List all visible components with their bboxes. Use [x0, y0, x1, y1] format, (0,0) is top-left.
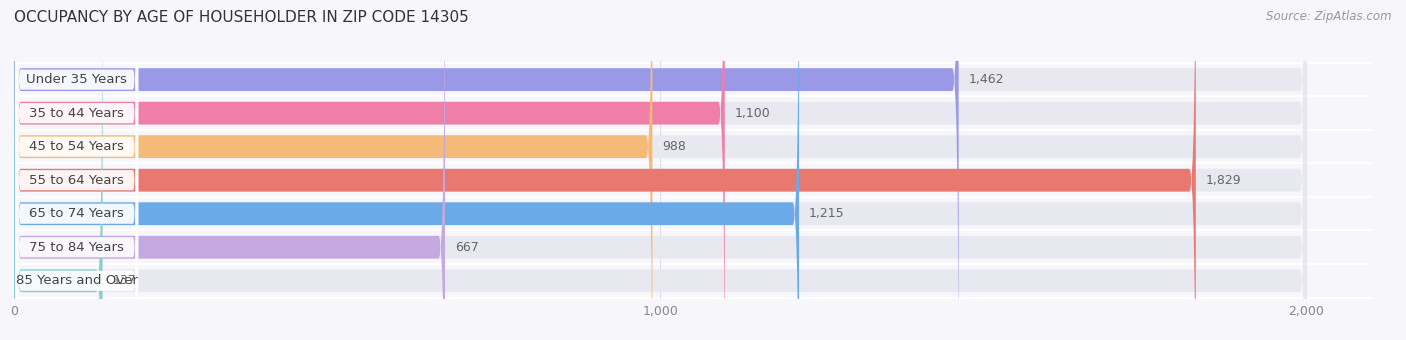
FancyBboxPatch shape	[14, 0, 1306, 340]
FancyBboxPatch shape	[15, 0, 138, 340]
Text: 1,215: 1,215	[808, 207, 845, 220]
Text: 667: 667	[454, 241, 478, 254]
FancyBboxPatch shape	[15, 0, 138, 338]
Text: 1,462: 1,462	[969, 73, 1004, 86]
FancyBboxPatch shape	[14, 0, 724, 340]
FancyBboxPatch shape	[14, 0, 799, 340]
Text: 65 to 74 Years: 65 to 74 Years	[30, 207, 124, 220]
Text: 1,100: 1,100	[734, 107, 770, 120]
FancyBboxPatch shape	[15, 0, 138, 340]
FancyBboxPatch shape	[14, 0, 959, 340]
FancyBboxPatch shape	[14, 0, 1306, 340]
FancyBboxPatch shape	[14, 0, 1306, 340]
FancyBboxPatch shape	[14, 0, 1306, 340]
FancyBboxPatch shape	[14, 0, 1306, 340]
Text: 137: 137	[112, 274, 136, 287]
FancyBboxPatch shape	[14, 0, 1195, 340]
Text: 75 to 84 Years: 75 to 84 Years	[30, 241, 124, 254]
Text: 55 to 64 Years: 55 to 64 Years	[30, 174, 124, 187]
Text: OCCUPANCY BY AGE OF HOUSEHOLDER IN ZIP CODE 14305: OCCUPANCY BY AGE OF HOUSEHOLDER IN ZIP C…	[14, 10, 468, 25]
FancyBboxPatch shape	[14, 0, 446, 340]
FancyBboxPatch shape	[14, 0, 1306, 340]
FancyBboxPatch shape	[14, 0, 652, 340]
FancyBboxPatch shape	[15, 0, 138, 340]
Text: 45 to 54 Years: 45 to 54 Years	[30, 140, 124, 153]
Text: 988: 988	[662, 140, 686, 153]
FancyBboxPatch shape	[15, 0, 138, 340]
Text: 1,829: 1,829	[1205, 174, 1241, 187]
FancyBboxPatch shape	[15, 0, 138, 340]
Text: 35 to 44 Years: 35 to 44 Years	[30, 107, 124, 120]
FancyBboxPatch shape	[15, 23, 138, 340]
FancyBboxPatch shape	[14, 0, 1306, 340]
FancyBboxPatch shape	[14, 0, 103, 340]
Text: Under 35 Years: Under 35 Years	[27, 73, 127, 86]
Text: Source: ZipAtlas.com: Source: ZipAtlas.com	[1267, 10, 1392, 23]
Text: 85 Years and Over: 85 Years and Over	[15, 274, 138, 287]
